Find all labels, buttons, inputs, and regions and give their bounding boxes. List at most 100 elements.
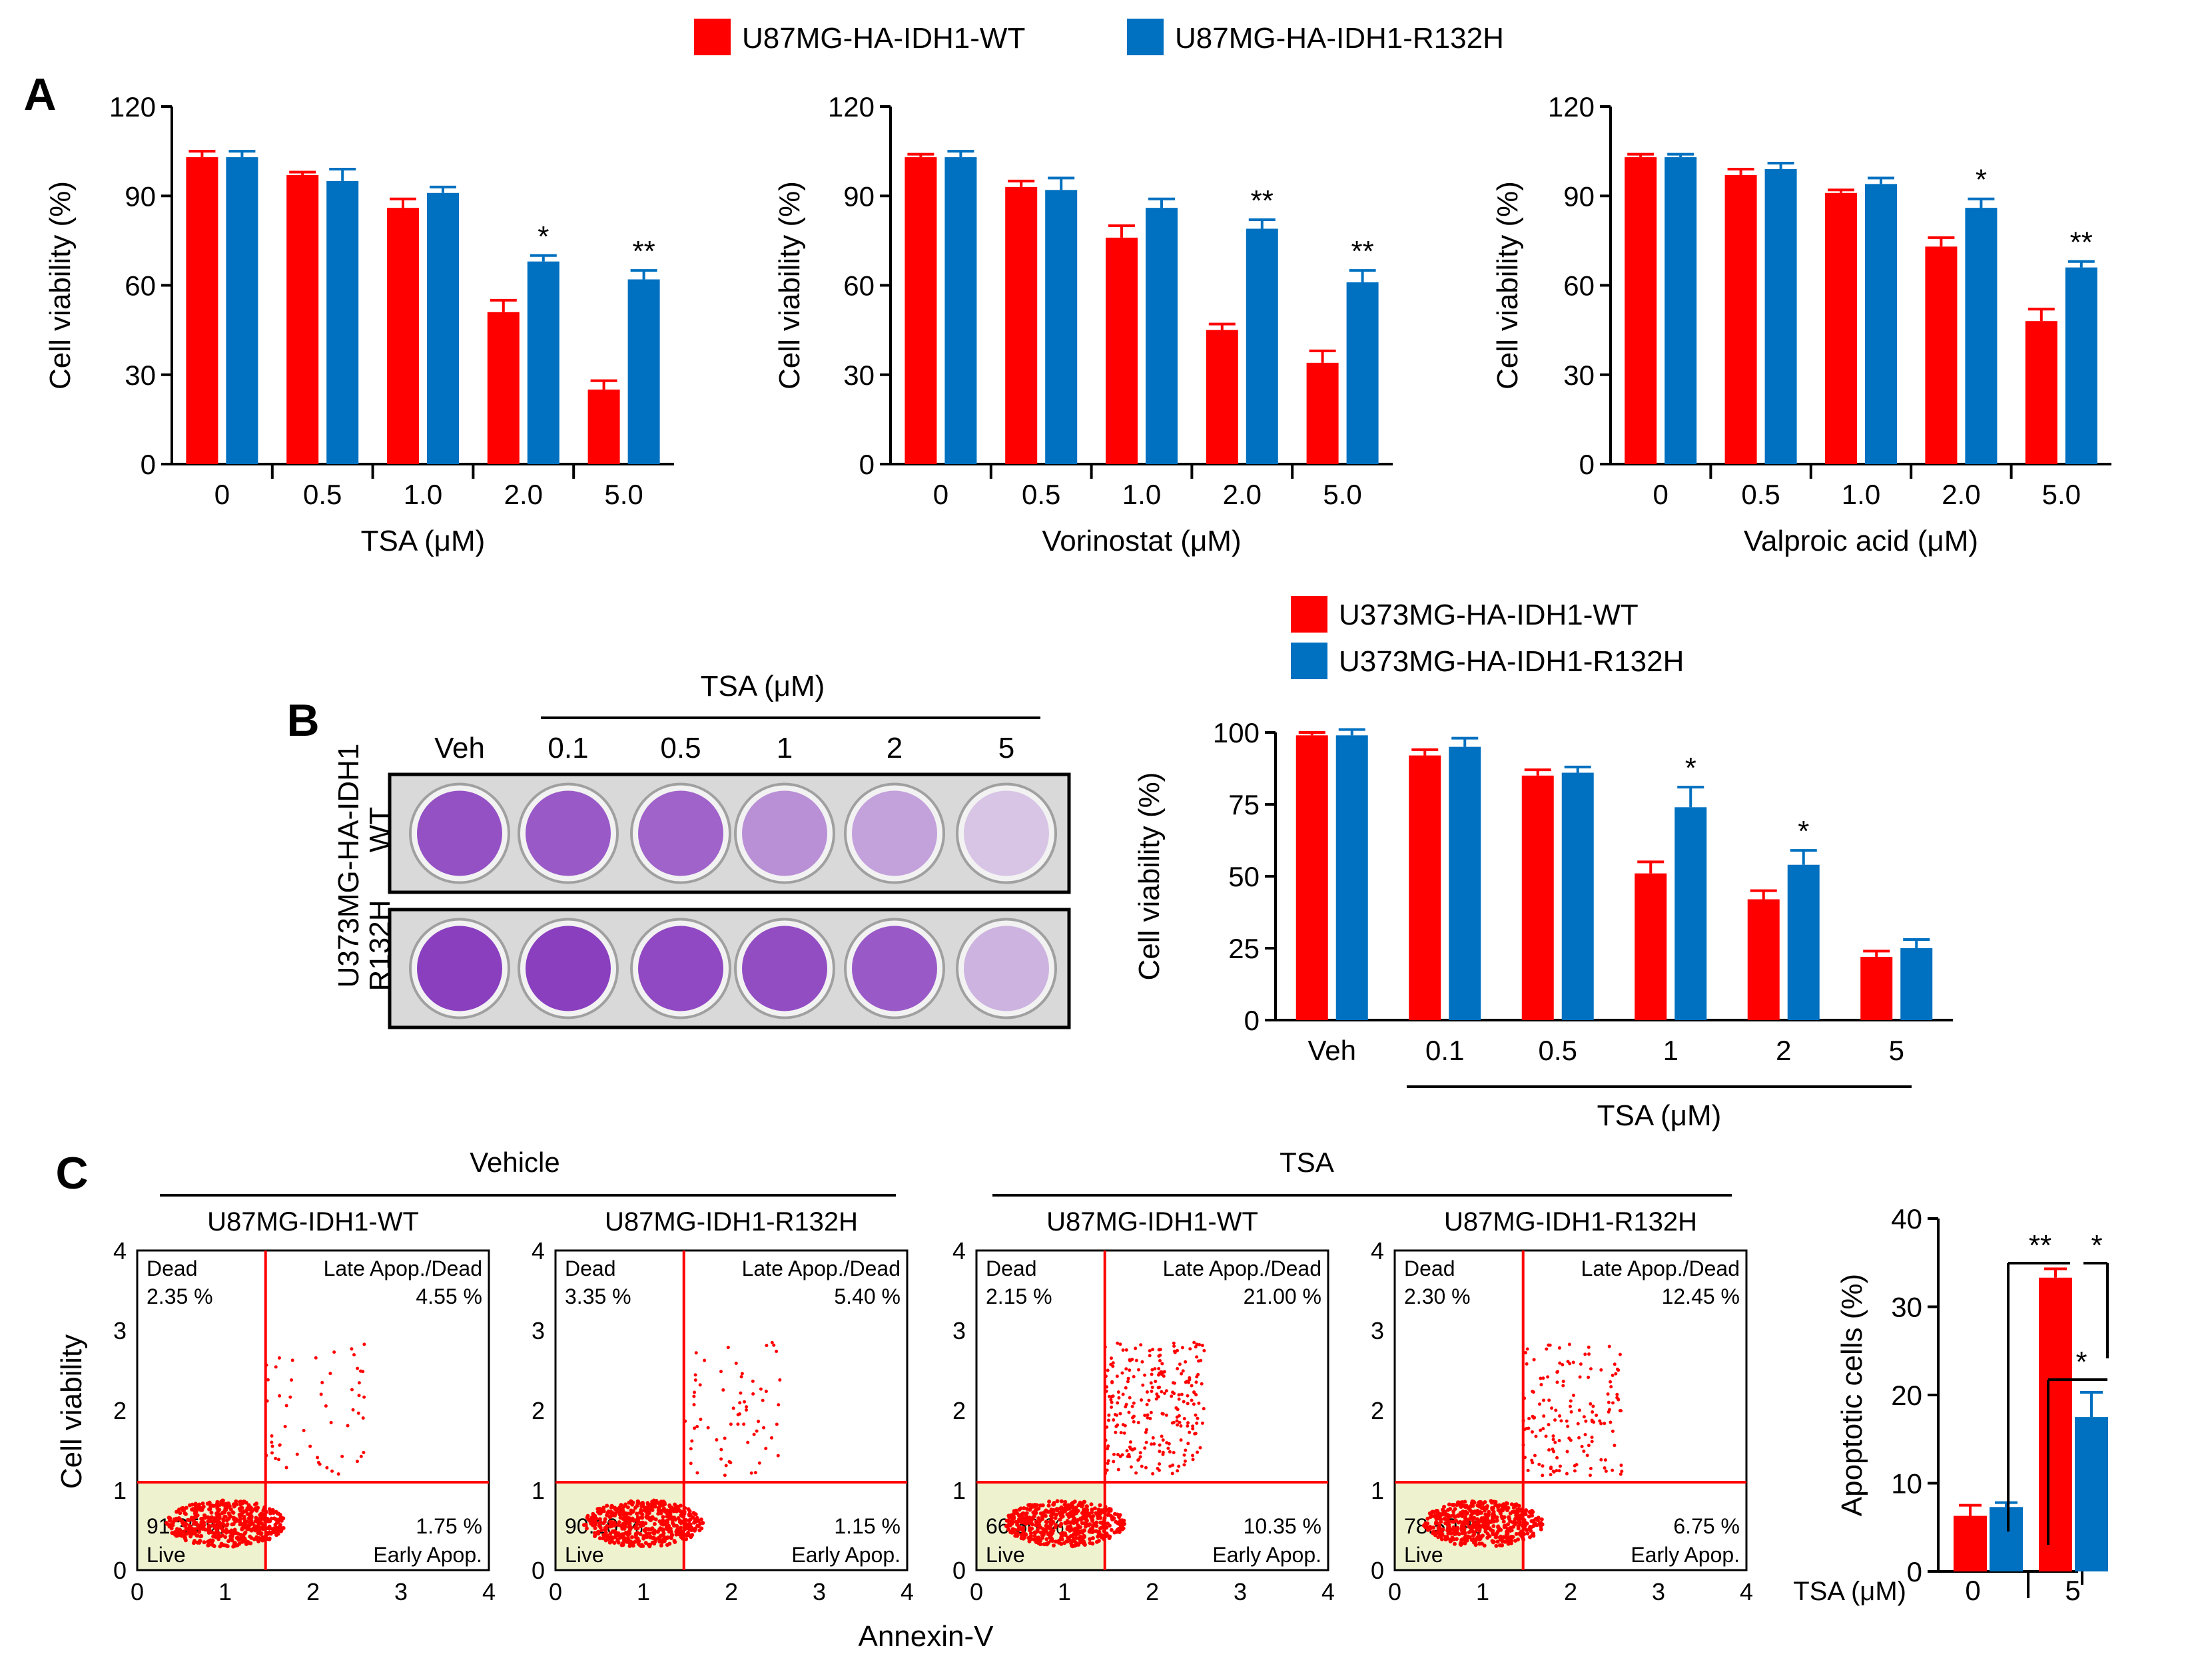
flow-plot-4-event	[1568, 1362, 1572, 1366]
chart-b-category-label: 2	[1776, 1035, 1791, 1066]
flow-plot-4-event	[1485, 1504, 1489, 1509]
chart-a-vorinostat-category-label: 2.0	[1223, 479, 1262, 510]
flow-plot-1-event	[270, 1451, 274, 1455]
flow-plot-4-event	[1587, 1376, 1591, 1380]
flow-plot-2-event	[625, 1512, 630, 1516]
flow-plot-2-event	[695, 1425, 699, 1429]
flow-plot-3-event	[1094, 1539, 1099, 1544]
flow-plot-4-event	[1554, 1408, 1558, 1412]
flow-plot-2-event	[591, 1516, 596, 1521]
flow-plot-2-event	[762, 1426, 766, 1430]
flow-plot-3-event	[1066, 1515, 1071, 1520]
flow-plot-2-event	[739, 1391, 743, 1395]
flow-plot-2-event	[683, 1419, 687, 1423]
flow-plot-3-event	[1128, 1358, 1132, 1362]
flow-plot-3-event	[1149, 1410, 1153, 1414]
flow-plot-2-event	[669, 1508, 674, 1512]
flow-plot-2-event	[752, 1432, 756, 1436]
flow-plot-3-event	[1011, 1512, 1016, 1516]
flow-plot-2-event	[639, 1515, 644, 1520]
flow-plot-1-event	[183, 1511, 187, 1516]
flow-plot-2-event	[616, 1540, 621, 1545]
flow-plot-3-event	[1191, 1424, 1195, 1428]
flow-plot-3-event	[1042, 1542, 1046, 1547]
flow-plot-1-event	[276, 1518, 281, 1522]
flow-plot-3-event	[1019, 1533, 1024, 1537]
flow-plot-3-event	[1084, 1504, 1089, 1509]
flow-plot-2-event	[612, 1529, 617, 1533]
flow-plot-1-event	[198, 1539, 202, 1543]
flow-plot-3-event	[1066, 1520, 1070, 1525]
flow-plot-2-event	[695, 1523, 700, 1528]
flow-plot-3-event	[1167, 1442, 1171, 1446]
flow-plot-4-event	[1439, 1537, 1444, 1541]
flow-plot-3-event	[1038, 1530, 1043, 1535]
flow-plot-2-event	[618, 1516, 623, 1520]
flow-plot-3-event	[1112, 1452, 1116, 1456]
flow-plot-1-event	[203, 1516, 208, 1520]
flow-plot-1-event	[261, 1508, 266, 1513]
flow-plot-3-event	[1068, 1520, 1073, 1525]
flow-plot-3-event	[1027, 1539, 1032, 1543]
flow-plot-1-event	[188, 1534, 193, 1539]
flow-plot-3-event	[1052, 1501, 1056, 1506]
plate-well-stain	[638, 926, 723, 1011]
flow-plot-4-event	[1423, 1521, 1428, 1525]
flow-plot-4-event	[1576, 1422, 1580, 1426]
flow-plot-2-event	[627, 1543, 632, 1548]
flow-plot-4-event	[1498, 1534, 1503, 1539]
flow-plot-2-event	[703, 1358, 707, 1362]
flow-plot-1-x-tick-label: 0	[131, 1578, 144, 1605]
flow-plot-4-event	[1483, 1529, 1488, 1534]
flow-plot-2-event	[734, 1361, 738, 1365]
flow-plot-4-event	[1611, 1430, 1615, 1434]
flow-plot-1-event	[184, 1526, 189, 1531]
flow-plot-3-event	[1197, 1401, 1201, 1405]
flow-plot-4-event	[1477, 1529, 1482, 1533]
flow-plot-4-event	[1450, 1520, 1455, 1524]
chart-a-tsa-category-label: 2.0	[504, 479, 543, 510]
chart-a-tsa-bar-mut	[627, 279, 660, 464]
flow-plot-3-event	[1046, 1504, 1051, 1508]
chart-b-significance: *	[1685, 752, 1696, 784]
flow-plot-3-event	[1194, 1345, 1198, 1349]
flow-plot-3-event	[1150, 1389, 1154, 1393]
flow-plot-3-event	[1030, 1516, 1035, 1520]
flow-plot-3-event	[1094, 1520, 1099, 1525]
chart-a-vorinostat-x-label: Vorinostat (μM)	[1042, 525, 1241, 557]
flow-plot-3-event	[1172, 1344, 1176, 1348]
flow-plot-3-event	[1036, 1520, 1041, 1525]
chart-c-category-label: 0	[1965, 1575, 1980, 1606]
flow-plot-1-label-early: Early Apop.	[373, 1543, 482, 1567]
flow-plot-4-event	[1445, 1512, 1449, 1517]
flow-plot-1-event	[192, 1527, 197, 1531]
flow-plot-2-event	[682, 1510, 687, 1514]
flow-plot-4-event	[1499, 1514, 1504, 1519]
flow-plot-2-event	[639, 1524, 643, 1529]
flow-plot-4-y-tick-label: 3	[1371, 1317, 1384, 1344]
flow-y-axis-label: Cell viability	[55, 1334, 88, 1489]
flow-plot-2-event	[689, 1533, 694, 1537]
flow-plot-1-event	[175, 1527, 179, 1531]
flow-plot-3-event	[1116, 1423, 1120, 1427]
flow-plot-4-event	[1508, 1511, 1513, 1516]
flow-plot-3-event	[1016, 1527, 1020, 1531]
chart-c-sig-mut: *	[2075, 1346, 2087, 1378]
flow-plot-3-event	[1080, 1516, 1085, 1521]
flow-plot-2-event	[646, 1502, 651, 1507]
flow-plot-3-event	[1177, 1393, 1181, 1397]
flow-plot-4-event	[1620, 1470, 1624, 1474]
chart-c-bar-mut	[1990, 1507, 2023, 1571]
flow-plot-2-event	[607, 1514, 612, 1519]
flow-plot-4-event	[1547, 1448, 1551, 1452]
flow-plot-1-event	[262, 1523, 266, 1527]
flow-plot-1-event	[216, 1514, 220, 1518]
flow-plot-3-event	[1144, 1428, 1148, 1432]
flow-plot-3-event	[1178, 1362, 1182, 1366]
flow-plot-3-event	[1049, 1510, 1054, 1515]
flow-plot-4-event	[1558, 1464, 1562, 1468]
flow-plot-3-event	[1179, 1438, 1183, 1442]
plate-well-stain	[852, 926, 937, 1011]
flow-plot-3-event	[1170, 1394, 1174, 1398]
flow-plot-2-event	[675, 1527, 679, 1532]
